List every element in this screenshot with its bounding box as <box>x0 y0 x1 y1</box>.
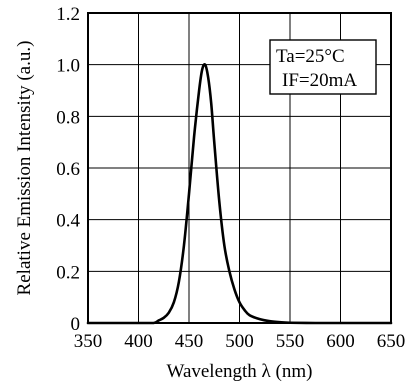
plot-area <box>86 63 393 325</box>
x-tick-label-600: 600 <box>326 331 355 352</box>
x-tick-label-350: 350 <box>74 331 103 352</box>
x-tick-label-500: 500 <box>225 331 254 352</box>
emission-spectrum-line-0 <box>86 63 393 325</box>
x-tick-label-450: 450 <box>175 331 204 352</box>
y-tick-label-4: 0.8 <box>56 107 80 128</box>
x-axis-title: Wavelength λ (nm) <box>167 361 313 382</box>
legend-box <box>269 39 377 95</box>
x-axis-ticks: 350 400 450 500 550 600 650 <box>74 331 406 352</box>
plot-frame <box>87 12 392 324</box>
x-tick-label-550: 550 <box>276 331 305 352</box>
plot-border <box>87 12 392 324</box>
y-tick-label-5: 1.0 <box>56 56 80 77</box>
x-tick-label-400: 400 <box>124 331 153 352</box>
y-tick-label-3: 0.6 <box>56 159 80 180</box>
y-tick-label-1: 0.2 <box>56 262 80 283</box>
legend-current-label: IF=20mA <box>282 70 357 91</box>
y-axis-ticks: 0 0.2 0.4 0.6 0.8 1.0 1.2 <box>56 4 80 335</box>
legend-temperature-label: Ta=25°C <box>276 46 345 67</box>
x-tick-label-650: 650 <box>377 331 406 352</box>
y-axis-title: Relative Emission Intensity (a.u.) <box>14 41 35 296</box>
y-tick-label-0: 0 <box>71 314 81 335</box>
condition-legend: Ta=25°C IF=20mA <box>269 39 377 95</box>
y-tick-label-6: 1.2 <box>56 4 80 25</box>
y-tick-label-2: 0.4 <box>56 211 80 232</box>
